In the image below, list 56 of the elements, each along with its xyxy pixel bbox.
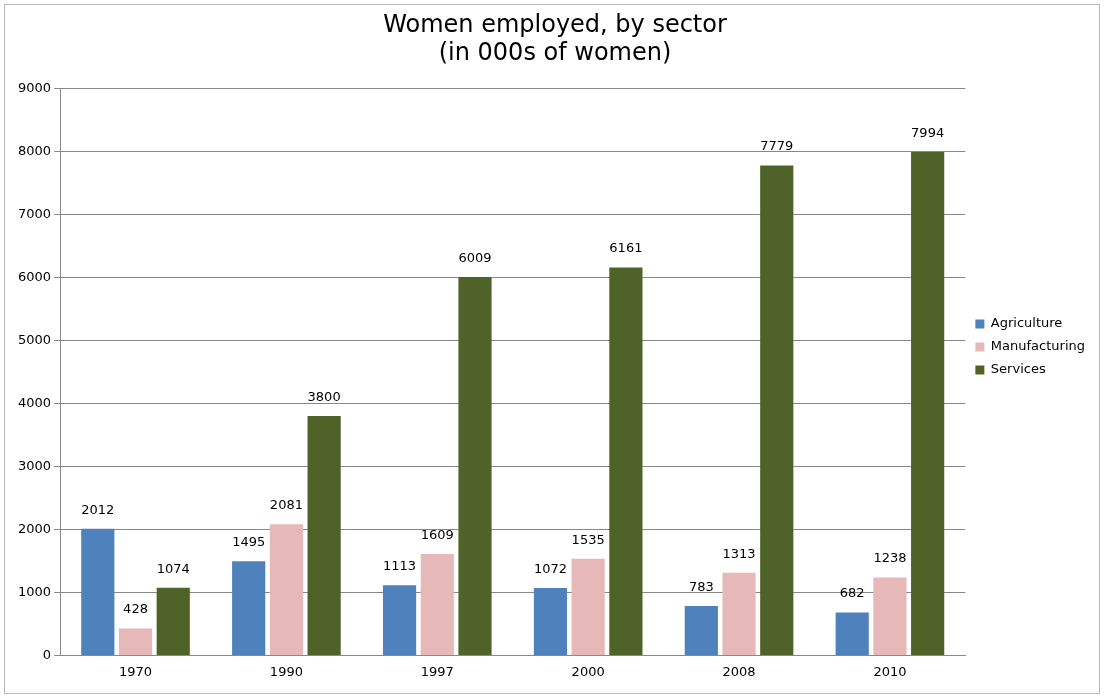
y-tick-label: 1000 bbox=[17, 583, 52, 599]
data-label: 3800 bbox=[307, 388, 341, 404]
bar bbox=[873, 577, 907, 655]
chart-title: Women employed, by sector (in 000s of women) bbox=[383, 9, 727, 67]
bar bbox=[609, 267, 643, 655]
data-label: 682 bbox=[839, 585, 865, 601]
y-tick-label: 0 bbox=[42, 646, 52, 662]
x-tick-label: 2008 bbox=[722, 663, 756, 679]
y-tick-label: 5000 bbox=[17, 331, 52, 347]
bar bbox=[760, 165, 794, 655]
y-tick-label: 8000 bbox=[17, 142, 52, 158]
x-tick-label: 2000 bbox=[571, 663, 605, 679]
data-label: 1238 bbox=[873, 550, 907, 566]
bar bbox=[269, 524, 303, 655]
x-tick-label: 1970 bbox=[118, 663, 153, 679]
bar bbox=[382, 585, 417, 655]
bar bbox=[533, 587, 568, 655]
data-label: 1609 bbox=[420, 526, 454, 542]
legend-label: Manufacturing bbox=[990, 338, 1085, 354]
bar bbox=[458, 276, 492, 655]
bar bbox=[684, 606, 718, 655]
bar bbox=[722, 572, 756, 655]
y-tick-label: 7000 bbox=[17, 205, 52, 221]
data-label: 428 bbox=[123, 601, 148, 617]
bar bbox=[232, 561, 266, 655]
bar bbox=[118, 628, 153, 655]
bar bbox=[420, 554, 454, 655]
x-tick-label: 2010 bbox=[873, 663, 907, 679]
data-label: 1072 bbox=[533, 560, 567, 576]
y-tick-label: 4000 bbox=[17, 394, 52, 410]
data-label: 1495 bbox=[232, 534, 266, 550]
bar bbox=[835, 612, 869, 655]
data-label: 2081 bbox=[269, 497, 303, 513]
data-label: 6161 bbox=[609, 240, 643, 256]
y-tick-label: 3000 bbox=[17, 457, 52, 473]
y-tick-label: 9000 bbox=[17, 79, 52, 95]
data-label: 7779 bbox=[760, 138, 794, 154]
data-label: 1113 bbox=[383, 558, 417, 574]
data-label: 1074 bbox=[156, 560, 190, 576]
data-label: 7994 bbox=[911, 124, 945, 140]
data-label: 2012 bbox=[81, 501, 115, 517]
data-label: 1535 bbox=[571, 531, 605, 547]
bar bbox=[156, 587, 190, 655]
bar bbox=[571, 558, 605, 655]
legend-label: Agriculture bbox=[990, 315, 1063, 331]
x-tick-label: 1997 bbox=[420, 663, 454, 679]
bar bbox=[307, 416, 341, 655]
y-tick-label: 2000 bbox=[17, 520, 52, 536]
data-label: 6009 bbox=[458, 249, 492, 265]
data-label: 783 bbox=[688, 578, 714, 594]
bar bbox=[911, 151, 945, 655]
data-label: 1313 bbox=[722, 545, 756, 561]
bar bbox=[81, 528, 115, 655]
y-tick-label: 6000 bbox=[17, 268, 52, 284]
x-tick-label: 1990 bbox=[269, 663, 303, 679]
legend-label: Services bbox=[990, 361, 1046, 377]
